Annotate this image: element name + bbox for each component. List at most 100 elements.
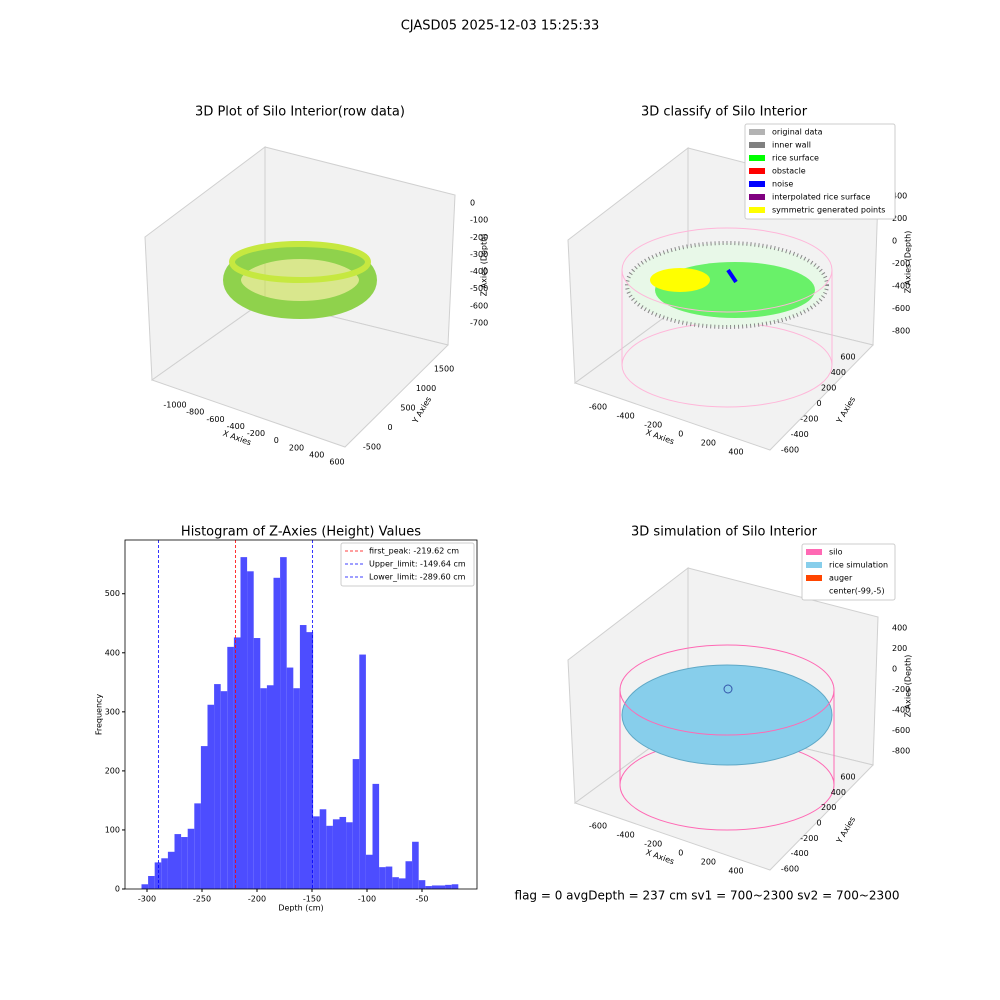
tick-label: -300: [470, 250, 488, 259]
legend-label: Upper_limit: -149.64 cm: [369, 560, 466, 569]
tick-label: -400: [617, 412, 635, 421]
tick-label: 200: [701, 439, 716, 448]
tick-label: -400: [227, 422, 245, 431]
tick-label: 600: [840, 353, 855, 362]
bar: [214, 684, 221, 889]
bar: [207, 704, 215, 889]
tick-label: 0: [678, 849, 683, 858]
tick-label: 500: [400, 404, 415, 413]
x-tick-label: -200: [248, 895, 266, 904]
tick-label: -800: [892, 327, 910, 336]
tick-label: 600: [840, 773, 855, 782]
bar: [332, 819, 340, 889]
bar: [299, 625, 307, 889]
tick-label: -600: [206, 415, 224, 424]
tick-label: 400: [831, 788, 846, 797]
tick-label: 400: [728, 867, 743, 876]
tick-label: 0: [470, 199, 475, 208]
bar: [438, 885, 446, 889]
axis-label: X Axies: [645, 428, 676, 447]
tick-label: -400: [791, 849, 809, 858]
bar: [260, 688, 267, 889]
bar: [412, 841, 419, 889]
bar: [280, 557, 287, 889]
legend-swatch: [806, 575, 822, 581]
plot-3d-raw: [144, 146, 456, 448]
legend-swatch: [749, 129, 765, 135]
tick-label: 200: [821, 384, 836, 393]
bar: [359, 654, 366, 889]
frame: [124, 539, 478, 890]
tick-label: -200: [800, 834, 818, 843]
axis-label: Y Axies: [834, 815, 857, 845]
tick-label: -400: [470, 267, 488, 276]
tick-label: 0: [387, 423, 392, 432]
y-tick-label: 0: [115, 885, 120, 894]
tick-label: -200: [644, 421, 662, 430]
plot-3d-simulation: [567, 566, 879, 871]
bar: [253, 638, 261, 889]
tick-label: -1000: [163, 401, 186, 410]
tick-label: 0: [892, 237, 897, 246]
legend-swatch: [749, 155, 765, 161]
bar: [319, 809, 327, 889]
tick-label: 0: [274, 436, 279, 445]
legend-swatch: [806, 588, 822, 594]
x-tick-label: -50: [415, 895, 428, 904]
legend-label: Lower_limit: -289.60 cm: [369, 573, 466, 582]
tick-label: -600: [892, 726, 910, 735]
bar: [233, 637, 241, 889]
legend-box: [340, 542, 475, 587]
tick-label: -400: [892, 706, 910, 715]
axis-label: Y Axies: [834, 395, 857, 425]
legend-label: interpolated rice surface: [772, 193, 870, 202]
bar: [227, 646, 234, 889]
legend-label: first_peak: -219.62 cm: [369, 547, 459, 556]
status-text: flag = 0 avgDepth = 237 cm sv1 = 700~230…: [515, 889, 900, 903]
bar: [352, 759, 360, 889]
axis-label: X Axies: [645, 848, 676, 867]
legend-label: original data: [772, 128, 823, 137]
bar: [313, 816, 320, 889]
bar: [141, 884, 149, 889]
tick-label: -200: [892, 259, 910, 268]
tick-label: -600: [892, 304, 910, 313]
figure-title: CJASD05 2025-12-03 15:25:33: [401, 19, 600, 34]
tick-label: -200: [644, 840, 662, 849]
bar: [379, 867, 386, 889]
tick-label: 400: [892, 192, 907, 201]
legend-box: [744, 123, 896, 220]
legend-swatch: [806, 562, 822, 568]
bar: [154, 862, 162, 889]
bar: [425, 886, 432, 889]
x-tick-label: -100: [358, 895, 376, 904]
tick-label: -400: [892, 282, 910, 291]
chart-title: Histogram of Z-Axies (Height) Values: [181, 525, 421, 540]
tick-label: -200: [470, 233, 488, 242]
legend-label: obstacle: [772, 167, 806, 176]
tick-label: -600: [781, 446, 799, 455]
tick-label: 600: [329, 458, 344, 467]
axis-label: Z Axies (Depth): [904, 655, 913, 718]
tick-label: 200: [289, 443, 304, 452]
tick-label: 0: [892, 665, 897, 674]
tick-label: 0: [816, 819, 821, 828]
legend-label: silo: [829, 548, 843, 557]
tick-label: -400: [617, 831, 635, 840]
legend-label: inner wall: [772, 141, 811, 150]
axis-label: Z Axies (Depth): [904, 231, 913, 294]
axis-label: Z Axies (Depth): [480, 234, 489, 297]
bar: [326, 825, 333, 889]
legend-label: rice simulation: [829, 561, 888, 570]
y-tick-label: 100: [105, 825, 120, 834]
x-tick-label: -250: [193, 895, 211, 904]
y-tick-label: 500: [105, 589, 120, 598]
legend-label: symmetric generated points: [772, 206, 885, 215]
tick-label: -600: [781, 865, 799, 874]
tick-label: -800: [186, 408, 204, 417]
tick-label: 200: [701, 858, 716, 867]
bar: [187, 828, 195, 889]
bar: [194, 803, 201, 889]
bar: [431, 885, 439, 889]
